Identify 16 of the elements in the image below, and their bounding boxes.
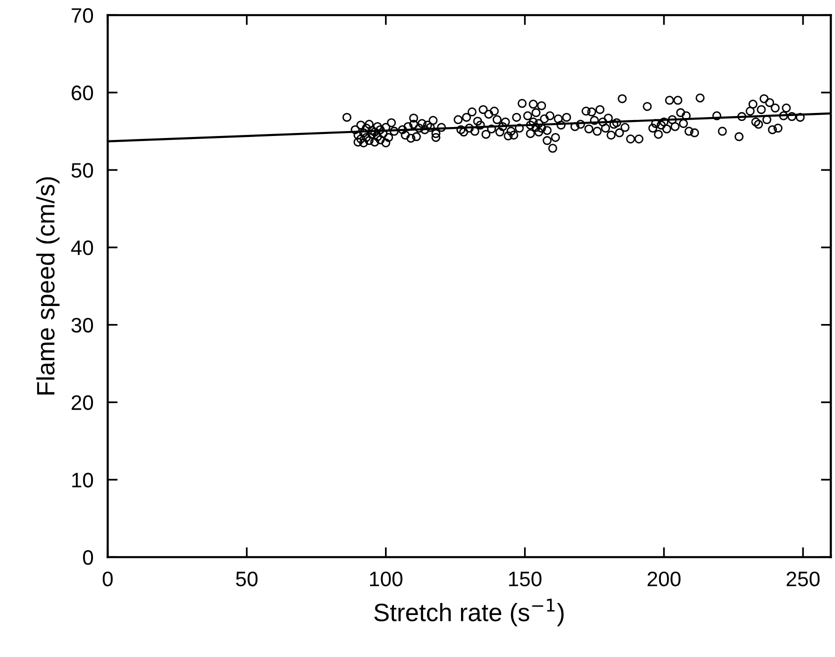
x-tick-label: 100 [370, 572, 402, 586]
x-tick-label: 0 [102, 572, 113, 586]
y-tick-label: 50 [71, 162, 94, 178]
y-axis-title: Flame speed (cm/s) [36, 177, 60, 395]
x-axis-title: Stretch rate (s$^{−1}$) [374, 598, 564, 626]
x-tick-label: 200 [648, 572, 681, 586]
y-tick-label: 60 [72, 86, 94, 100]
y-tick-label: 0 [83, 550, 94, 565]
y-tick-label: 10 [72, 472, 94, 488]
x-tick-label: 250 [786, 572, 820, 586]
y-tick-label: 30 [71, 318, 94, 333]
y-tick-label: 70 [72, 8, 94, 23]
y-tick-label: 40 [71, 240, 94, 256]
x-tick-label: 50 [236, 572, 258, 586]
x-tick-label: 150 [509, 572, 542, 586]
y-tick-label: 20 [72, 395, 94, 410]
